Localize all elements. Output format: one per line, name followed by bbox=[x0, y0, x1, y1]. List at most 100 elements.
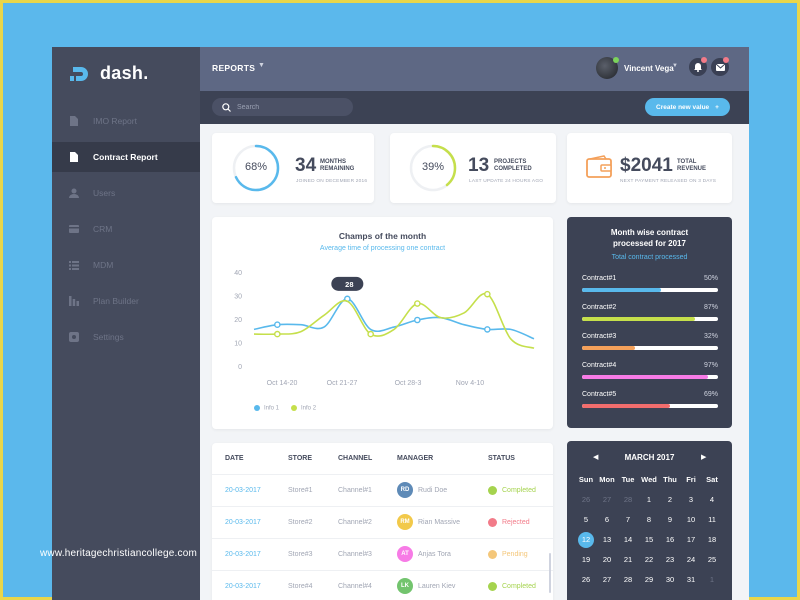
calendar-day[interactable]: 3 bbox=[688, 495, 694, 504]
sidebar-item-users[interactable]: Users bbox=[52, 178, 200, 208]
calendar-day[interactable]: 6 bbox=[604, 515, 610, 524]
calendar-day[interactable]: 31 bbox=[686, 575, 696, 584]
logo[interactable]: dash. bbox=[70, 63, 149, 84]
search-input[interactable] bbox=[237, 103, 337, 111]
watermark: www.heritagechristiancollege.com bbox=[40, 548, 198, 559]
legend-label: Info 1 bbox=[264, 405, 280, 412]
reports-menu[interactable]: REPORTS bbox=[212, 63, 256, 73]
calendar-day[interactable]: 22 bbox=[644, 555, 654, 564]
series-line-2 bbox=[253, 292, 535, 349]
calendar-day[interactable]: 5 bbox=[583, 515, 589, 524]
calendar-day[interactable]: 26 bbox=[581, 575, 591, 584]
calendar-day[interactable]: 2 bbox=[667, 495, 673, 504]
dashboard-app: dash. IMO Report Contract Report Users C… bbox=[52, 47, 749, 600]
calendar-day[interactable]: 21 bbox=[623, 555, 633, 564]
x-tick-label: Oct 21-27 bbox=[327, 380, 358, 387]
contract-percent: 97% bbox=[703, 362, 718, 369]
calendar-day[interactable]: 28 bbox=[623, 495, 633, 504]
column-header-date[interactable]: DATE bbox=[225, 455, 244, 462]
sidebar-item-label: CRM bbox=[93, 224, 113, 234]
calendar-day[interactable]: 1 bbox=[646, 495, 652, 504]
sidebar-item-plan-builder[interactable]: Plan Builder bbox=[52, 286, 200, 316]
chevron-down-icon[interactable]: ▼ bbox=[672, 63, 678, 69]
calendar-day[interactable]: 20 bbox=[602, 555, 612, 564]
plus-icon: + bbox=[715, 103, 719, 111]
chevron-down-icon[interactable]: ▼ bbox=[258, 62, 265, 69]
calendar-day[interactable]: 10 bbox=[686, 515, 696, 524]
calendar-day[interactable]: 27 bbox=[602, 495, 612, 504]
notifications-button[interactable] bbox=[689, 57, 707, 76]
calendar-day[interactable]: 15 bbox=[644, 535, 654, 544]
contract-name: Contract#5 bbox=[582, 391, 617, 398]
cell-date[interactable]: 20-03-2017 bbox=[225, 583, 261, 590]
table-row[interactable]: 20-03-2017 Store#1 Channel#1 RD Rudi Doe Comp… bbox=[212, 475, 553, 507]
card-icon bbox=[69, 224, 79, 234]
search-box[interactable] bbox=[212, 98, 353, 116]
calendar-day-selected[interactable]: 12 bbox=[578, 532, 594, 548]
sidebar-item-label: Users bbox=[93, 188, 116, 198]
table-scrollbar[interactable] bbox=[549, 553, 551, 593]
calendar-day[interactable]: 29 bbox=[644, 575, 654, 584]
calendar-day[interactable]: 19 bbox=[581, 555, 591, 564]
contract-name: Contract#2 bbox=[582, 304, 617, 311]
stat-label-2: COMPLETED bbox=[494, 166, 532, 172]
calendar-day[interactable]: 27 bbox=[602, 575, 612, 584]
status-indicator bbox=[488, 550, 497, 559]
table-row[interactable]: 20-03-2017 Store#3 Channel#3 AT Anjas Tora Pe… bbox=[212, 539, 553, 571]
calendar-day[interactable]: 8 bbox=[646, 515, 652, 524]
list-icon bbox=[69, 260, 79, 270]
calendar-day[interactable]: 26 bbox=[581, 495, 591, 504]
sidebar-item-contract-report[interactable]: Contract Report bbox=[52, 142, 200, 172]
calendar-day[interactable]: 24 bbox=[686, 555, 696, 564]
user-name[interactable]: Vincent Vega bbox=[624, 64, 674, 73]
calendar-day[interactable]: 25 bbox=[707, 555, 717, 564]
sidebar-item-imo-report[interactable]: IMO Report bbox=[52, 106, 200, 136]
sidebar-item-mdm[interactable]: MDM bbox=[52, 250, 200, 280]
contract-percent: 69% bbox=[703, 391, 718, 398]
cell-date[interactable]: 20-03-2017 bbox=[225, 519, 261, 526]
x-tick-label: Oct 14-20 bbox=[267, 380, 298, 387]
sidebar-item-settings[interactable]: Settings bbox=[52, 322, 200, 352]
table-row[interactable]: 20-03-2017 Store#4 Channel#4 LK Lauren Kiev C… bbox=[212, 571, 553, 600]
sidebar-item-label: Settings bbox=[93, 332, 124, 342]
panel-subtitle[interactable]: Total contract processed bbox=[611, 254, 688, 261]
calendar-next-button[interactable]: ▶ bbox=[701, 454, 707, 461]
calendar-day[interactable]: 14 bbox=[623, 535, 633, 544]
calendar-day[interactable]: 4 bbox=[709, 495, 715, 504]
cell-manager: Anjas Tora bbox=[418, 551, 451, 558]
column-header-manager[interactable]: MANAGER bbox=[397, 455, 434, 462]
calendar-day[interactable]: 30 bbox=[665, 575, 675, 584]
cell-store: Store#1 bbox=[288, 487, 313, 494]
y-tick-label: 0 bbox=[238, 364, 242, 371]
messages-button[interactable] bbox=[711, 57, 729, 76]
stat-label-1: PROJECTS bbox=[494, 159, 527, 165]
logo-icon bbox=[70, 66, 88, 81]
gear-icon bbox=[69, 332, 79, 342]
legend-item-info-1[interactable]: Info 1 bbox=[254, 405, 279, 412]
calendar-prev-button[interactable]: ◀ bbox=[593, 454, 599, 461]
create-new-value-button[interactable]: Create new value + bbox=[645, 98, 730, 116]
data-point bbox=[274, 321, 281, 328]
calendar-day[interactable]: 11 bbox=[708, 515, 716, 524]
calendar-day[interactable]: 23 bbox=[665, 555, 675, 564]
column-header-status[interactable]: STATUS bbox=[488, 455, 515, 462]
progress-track bbox=[582, 346, 718, 350]
column-header-store[interactable]: STORE bbox=[288, 455, 312, 462]
calendar-day[interactable]: 17 bbox=[686, 535, 696, 544]
calendar-day[interactable]: 13 bbox=[602, 535, 612, 544]
cell-date[interactable]: 20-03-2017 bbox=[225, 551, 261, 558]
avatar[interactable] bbox=[596, 57, 618, 79]
table-row[interactable]: 20-03-2017 Store#2 Channel#2 RM Rian Massive… bbox=[212, 507, 553, 539]
calendar-day[interactable]: 18 bbox=[707, 535, 717, 544]
calendar-day[interactable]: 16 bbox=[665, 535, 675, 544]
chart-title: Champs of the month bbox=[338, 231, 427, 241]
calendar-day[interactable]: 7 bbox=[625, 515, 631, 524]
column-header-channel[interactable]: CHANNEL bbox=[338, 455, 373, 462]
calendar-day[interactable]: 9 bbox=[667, 515, 673, 524]
calendar-day[interactable]: 1 bbox=[709, 575, 715, 584]
calendar-day[interactable]: 28 bbox=[623, 575, 633, 584]
sidebar-item-crm[interactable]: CRM bbox=[52, 214, 200, 244]
cell-channel: Channel#2 bbox=[338, 519, 372, 526]
cell-date[interactable]: 20-03-2017 bbox=[225, 487, 261, 494]
legend-item-info-2[interactable]: Info 2 bbox=[291, 405, 316, 412]
